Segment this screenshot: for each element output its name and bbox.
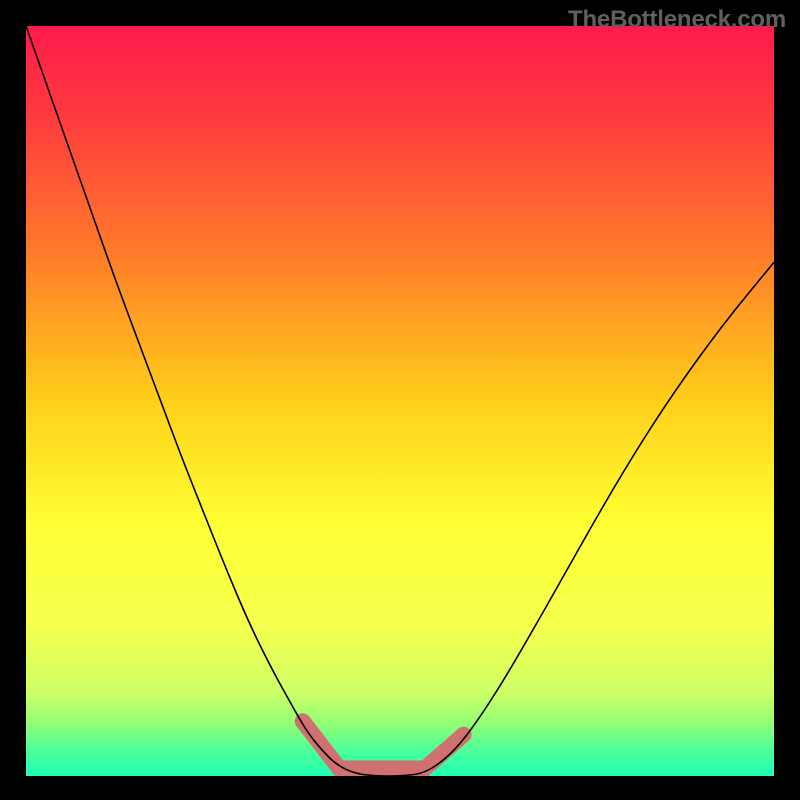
bottleneck-chart [0,0,800,800]
gradient-background [26,26,774,776]
watermark-text: TheBottleneck.com [568,6,786,34]
chart-container: { "meta": { "watermark_text": "TheBottle… [0,0,800,800]
